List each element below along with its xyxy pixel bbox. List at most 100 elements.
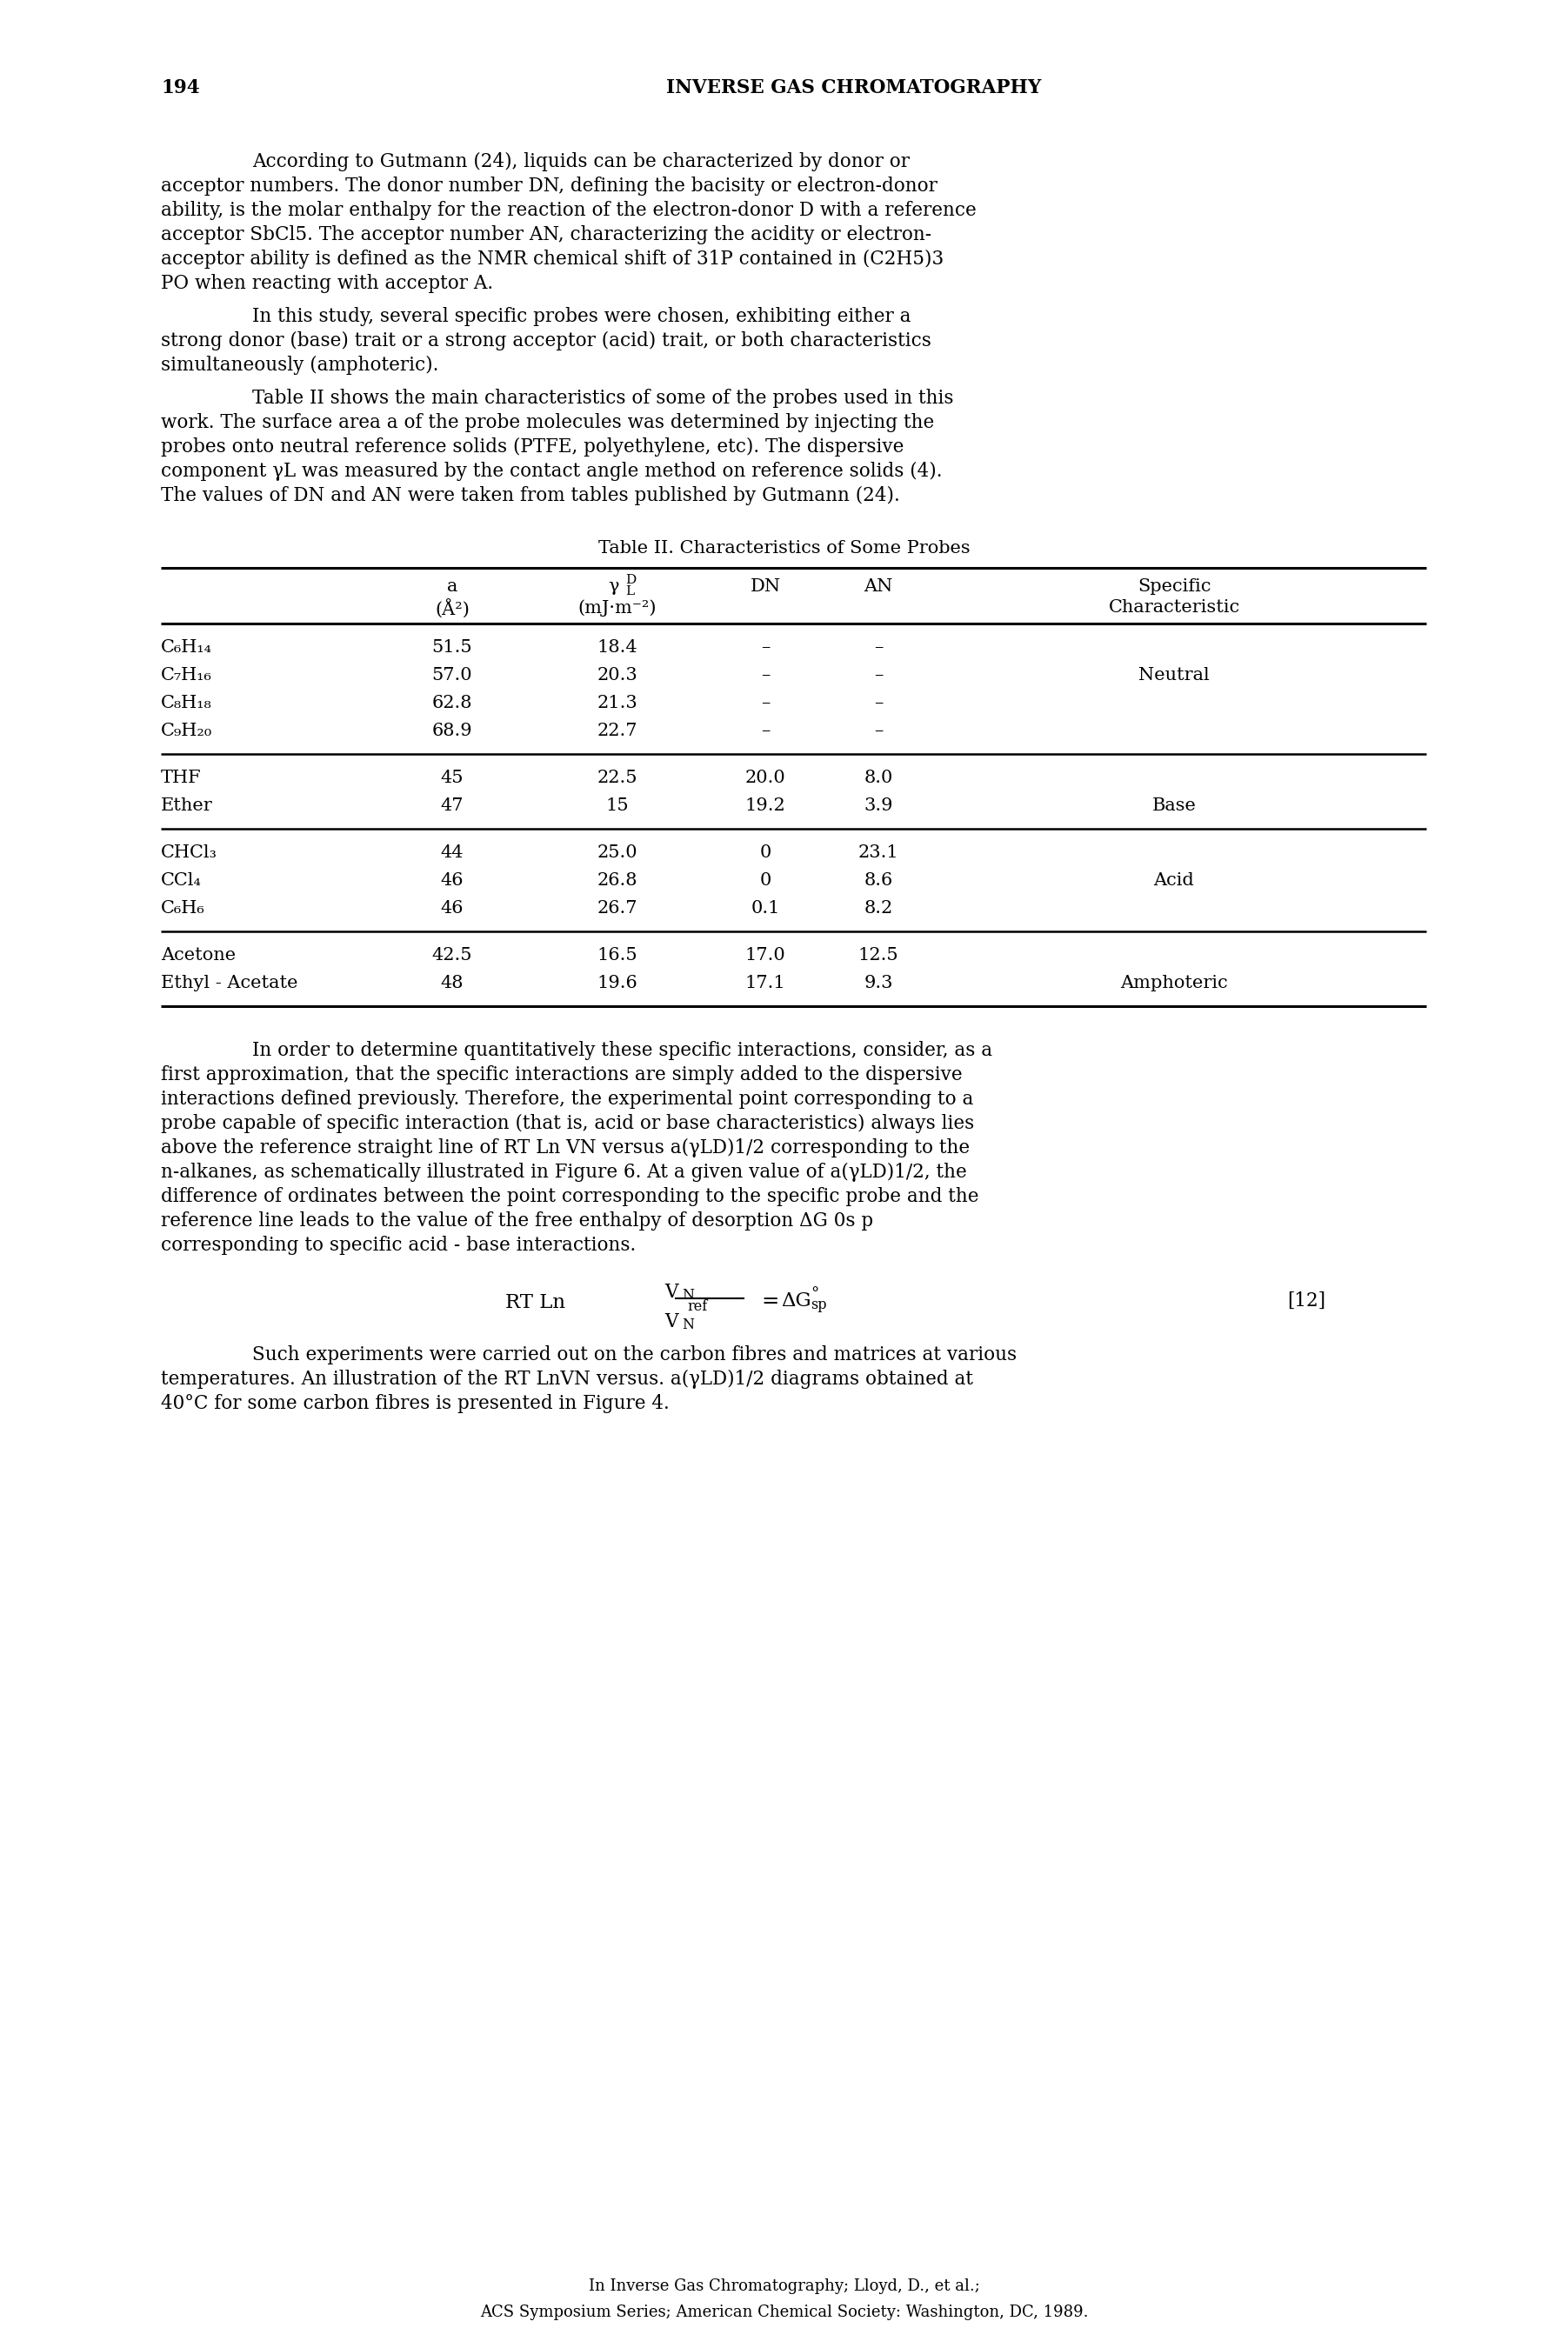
Text: 46: 46 bbox=[441, 871, 464, 890]
Text: 22.7: 22.7 bbox=[597, 723, 638, 740]
Text: acceptor ability is defined as the NMR chemical shift of 31P contained in (C2H5): acceptor ability is defined as the NMR c… bbox=[162, 249, 944, 268]
Text: According to Gutmann (24), liquids can be characterized by donor or: According to Gutmann (24), liquids can b… bbox=[252, 153, 909, 171]
Text: sp: sp bbox=[811, 1298, 826, 1313]
Text: ΔG: ΔG bbox=[781, 1291, 811, 1310]
Text: C₆H₁₄: C₆H₁₄ bbox=[162, 639, 212, 655]
Text: corresponding to specific acid - base interactions.: corresponding to specific acid - base in… bbox=[162, 1235, 637, 1254]
Text: =: = bbox=[760, 1291, 779, 1313]
Text: ability, is the molar enthalpy for the reaction of the electron-donor D with a r: ability, is the molar enthalpy for the r… bbox=[162, 202, 977, 221]
Text: RT Ln: RT Ln bbox=[505, 1294, 566, 1313]
Text: acceptor SbCl5. The acceptor number AN, characterizing the acidity or electron-: acceptor SbCl5. The acceptor number AN, … bbox=[162, 225, 931, 244]
Text: Specific: Specific bbox=[1137, 578, 1210, 594]
Text: °: ° bbox=[811, 1287, 818, 1301]
Text: 20.0: 20.0 bbox=[745, 770, 786, 787]
Text: V: V bbox=[665, 1282, 679, 1301]
Text: 8.2: 8.2 bbox=[864, 899, 892, 916]
Text: 57.0: 57.0 bbox=[431, 667, 472, 683]
Text: interactions defined previously. Therefore, the experimental point corresponding: interactions defined previously. Therefo… bbox=[162, 1089, 974, 1108]
Text: CHCl₃: CHCl₃ bbox=[162, 845, 218, 862]
Text: V: V bbox=[665, 1313, 679, 1331]
Text: 17.1: 17.1 bbox=[745, 974, 786, 991]
Text: acceptor numbers. The donor number DN, defining the bacisity or electron-donor: acceptor numbers. The donor number DN, d… bbox=[162, 176, 938, 195]
Text: difference of ordinates between the point corresponding to the specific probe an: difference of ordinates between the poin… bbox=[162, 1188, 978, 1207]
Text: –: – bbox=[873, 723, 883, 740]
Text: C₈H₁₈: C₈H₁₈ bbox=[162, 695, 212, 711]
Text: N: N bbox=[682, 1317, 695, 1331]
Text: 26.7: 26.7 bbox=[597, 899, 638, 916]
Text: –: – bbox=[873, 639, 883, 655]
Text: C₇H₁₆: C₇H₁₆ bbox=[162, 667, 212, 683]
Text: Neutral: Neutral bbox=[1138, 667, 1209, 683]
Text: Amphoteric: Amphoteric bbox=[1120, 974, 1228, 991]
Text: Table II shows the main characteristics of some of the probes used in this: Table II shows the main characteristics … bbox=[252, 390, 953, 409]
Text: reference line leads to the value of the free enthalpy of desorption ΔG 0s p: reference line leads to the value of the… bbox=[162, 1212, 873, 1230]
Text: –: – bbox=[873, 667, 883, 683]
Text: temperatures. An illustration of the RT LnVN versus. a(γLD)1/2 diagrams obtained: temperatures. An illustration of the RT … bbox=[162, 1369, 974, 1390]
Text: 47: 47 bbox=[441, 798, 464, 815]
Text: 19.2: 19.2 bbox=[745, 798, 786, 815]
Text: component γL was measured by the contact angle method on reference solids (4).: component γL was measured by the contact… bbox=[162, 463, 942, 481]
Text: ACS Symposium Series; American Chemical Society: Washington, DC, 1989.: ACS Symposium Series; American Chemical … bbox=[480, 2303, 1088, 2320]
Text: 40°C for some carbon fibres is presented in Figure 4.: 40°C for some carbon fibres is presented… bbox=[162, 1395, 670, 1413]
Text: 45: 45 bbox=[441, 770, 464, 787]
Text: 9.3: 9.3 bbox=[864, 974, 892, 991]
Text: 21.3: 21.3 bbox=[597, 695, 638, 711]
Text: 51.5: 51.5 bbox=[431, 639, 472, 655]
Text: work. The surface area a of the probe molecules was determined by injecting the: work. The surface area a of the probe mo… bbox=[162, 413, 935, 432]
Text: In this study, several specific probes were chosen, exhibiting either a: In this study, several specific probes w… bbox=[252, 308, 911, 326]
Text: CCl₄: CCl₄ bbox=[162, 871, 202, 890]
Text: first approximation, that the specific interactions are simply added to the disp: first approximation, that the specific i… bbox=[162, 1066, 963, 1085]
Text: γ: γ bbox=[608, 578, 619, 594]
Text: Table II. Characteristics of Some Probes: Table II. Characteristics of Some Probes bbox=[597, 540, 971, 556]
Text: ref: ref bbox=[687, 1298, 707, 1315]
Text: 42.5: 42.5 bbox=[433, 946, 472, 963]
Text: D: D bbox=[626, 573, 637, 587]
Text: AN: AN bbox=[864, 578, 892, 594]
Text: Ethyl - Acetate: Ethyl - Acetate bbox=[162, 974, 298, 991]
Text: N: N bbox=[682, 1289, 695, 1303]
Text: 68.9: 68.9 bbox=[431, 723, 472, 740]
Text: Ether: Ether bbox=[162, 798, 213, 815]
Text: 48: 48 bbox=[441, 974, 464, 991]
Text: In order to determine quantitatively these specific interactions, consider, as a: In order to determine quantitatively the… bbox=[252, 1040, 993, 1059]
Text: 18.4: 18.4 bbox=[597, 639, 638, 655]
Text: (Å²): (Å²) bbox=[434, 599, 469, 618]
Text: 17.0: 17.0 bbox=[745, 946, 786, 963]
Text: a: a bbox=[447, 578, 458, 594]
Text: 26.8: 26.8 bbox=[597, 871, 638, 890]
Text: –: – bbox=[760, 695, 770, 711]
Text: C₆H₆: C₆H₆ bbox=[162, 899, 205, 916]
Text: Characteristic: Characteristic bbox=[1109, 599, 1240, 615]
Text: (mJ·m⁻²): (mJ·m⁻²) bbox=[579, 599, 657, 615]
Text: The values of DN and AN were taken from tables published by Gutmann (24).: The values of DN and AN were taken from … bbox=[162, 486, 900, 505]
Text: DN: DN bbox=[750, 578, 781, 594]
Text: 46: 46 bbox=[441, 899, 464, 916]
Text: In Inverse Gas Chromatography; Lloyd, D., et al.;: In Inverse Gas Chromatography; Lloyd, D.… bbox=[588, 2278, 980, 2294]
Text: –: – bbox=[760, 639, 770, 655]
Text: 8.6: 8.6 bbox=[864, 871, 892, 890]
Text: Acetone: Acetone bbox=[162, 946, 235, 963]
Text: 15: 15 bbox=[605, 798, 629, 815]
Text: 3.9: 3.9 bbox=[864, 798, 892, 815]
Text: strong donor (base) trait or a strong acceptor (acid) trait, or both characteris: strong donor (base) trait or a strong ac… bbox=[162, 331, 931, 350]
Text: n-alkanes, as schematically illustrated in Figure 6. At a given value of a(γLD)1: n-alkanes, as schematically illustrated … bbox=[162, 1162, 967, 1181]
Text: 44: 44 bbox=[441, 845, 464, 862]
Text: Such experiments were carried out on the carbon fibres and matrices at various: Such experiments were carried out on the… bbox=[252, 1345, 1016, 1364]
Text: 19.6: 19.6 bbox=[597, 974, 638, 991]
Text: 16.5: 16.5 bbox=[597, 946, 638, 963]
Text: 20.3: 20.3 bbox=[597, 667, 638, 683]
Text: 25.0: 25.0 bbox=[597, 845, 638, 862]
Text: 194: 194 bbox=[162, 77, 199, 96]
Text: 8.0: 8.0 bbox=[864, 770, 892, 787]
Text: –: – bbox=[760, 667, 770, 683]
Text: –: – bbox=[760, 723, 770, 740]
Text: 0: 0 bbox=[759, 845, 771, 862]
Text: probes onto neutral reference solids (PTFE, polyethylene, etc). The dispersive: probes onto neutral reference solids (PT… bbox=[162, 437, 903, 456]
Text: 0: 0 bbox=[759, 871, 771, 890]
Text: –: – bbox=[873, 695, 883, 711]
Text: 62.8: 62.8 bbox=[433, 695, 472, 711]
Text: above the reference straight line of RT Ln VN versus a(γLD)1/2 corresponding to : above the reference straight line of RT … bbox=[162, 1139, 969, 1158]
Text: 22.5: 22.5 bbox=[597, 770, 638, 787]
Text: simultaneously (amphoteric).: simultaneously (amphoteric). bbox=[162, 355, 439, 376]
Text: 0.1: 0.1 bbox=[751, 899, 779, 916]
